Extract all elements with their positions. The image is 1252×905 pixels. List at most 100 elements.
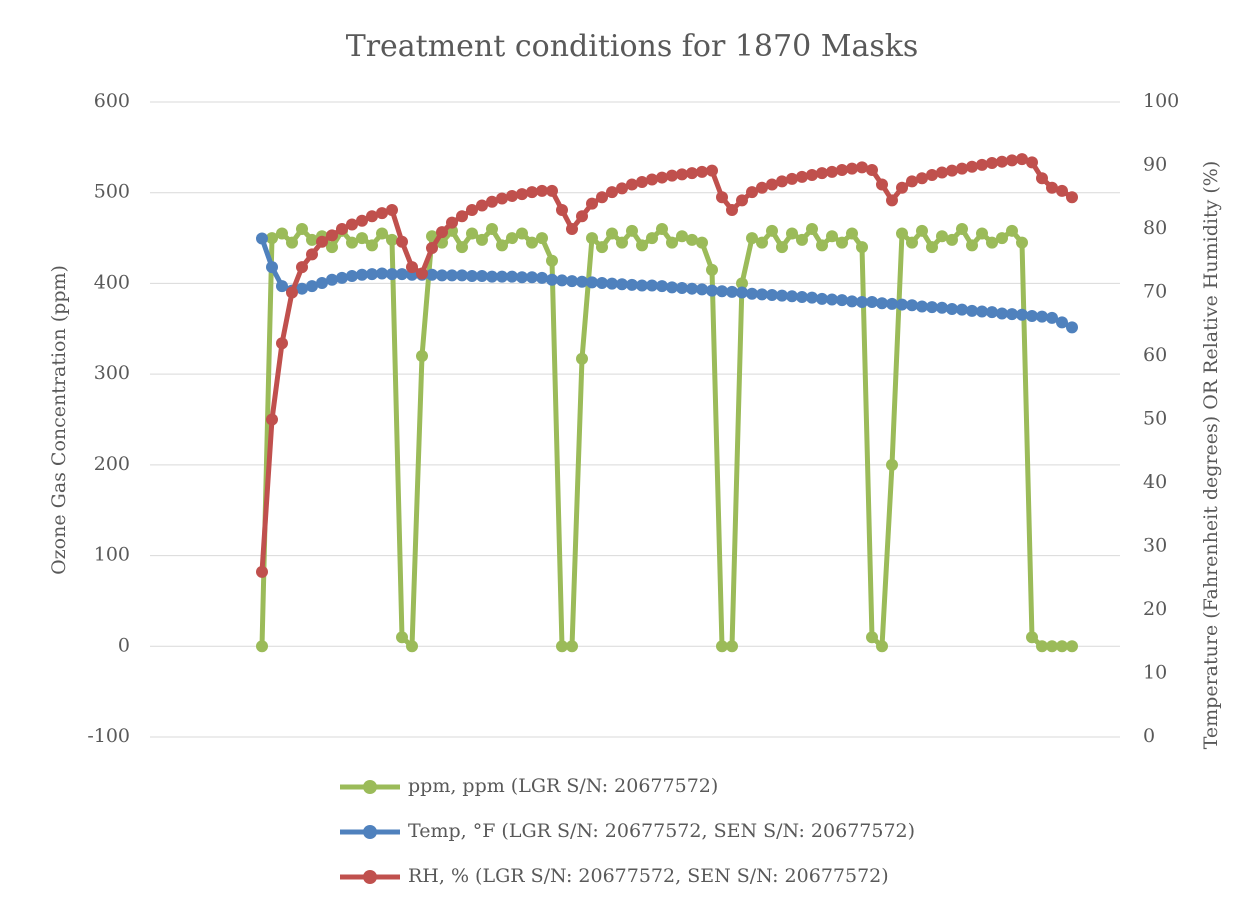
data-point xyxy=(886,194,898,207)
data-point xyxy=(1006,154,1018,167)
data-point xyxy=(846,227,858,240)
data-point xyxy=(376,227,388,240)
data-point xyxy=(946,303,958,316)
data-point xyxy=(296,282,308,295)
data-point xyxy=(766,178,778,191)
data-point xyxy=(686,233,698,246)
data-point xyxy=(786,227,798,240)
data-point xyxy=(296,261,308,274)
y-axis-label: Ozone Gas Concentration (ppm) xyxy=(48,265,70,575)
data-point xyxy=(1066,321,1078,334)
data-point xyxy=(836,294,848,307)
data-point xyxy=(826,293,838,306)
data-point xyxy=(746,186,758,199)
data-point xyxy=(796,170,808,183)
data-point xyxy=(796,233,808,246)
data-point xyxy=(746,287,758,300)
data-point xyxy=(596,276,608,289)
data-point xyxy=(626,278,638,291)
y2-tick-label: 50 xyxy=(1143,408,1167,430)
data-point xyxy=(796,290,808,303)
data-point xyxy=(816,239,828,252)
data-point xyxy=(986,306,998,319)
data-point xyxy=(816,167,828,180)
y-tick-label: 400 xyxy=(94,271,130,293)
data-point xyxy=(546,273,558,286)
data-point xyxy=(1046,311,1058,324)
data-point xyxy=(976,227,988,240)
data-point xyxy=(466,227,478,240)
data-point xyxy=(1026,631,1038,644)
y-tick-label: -100 xyxy=(87,725,130,747)
legend-label: ppm, ppm (LGR S/N: 20677572) xyxy=(408,775,718,797)
data-point xyxy=(716,191,728,204)
data-point xyxy=(666,281,678,294)
y2-tick-label: 20 xyxy=(1143,598,1167,620)
legend-label: RH, % (LGR S/N: 20677572, SEN S/N: 20677… xyxy=(408,865,889,887)
data-point xyxy=(366,210,378,223)
data-point xyxy=(636,279,648,292)
data-point xyxy=(446,216,458,229)
data-point xyxy=(326,273,338,286)
data-point xyxy=(956,162,968,175)
data-point xyxy=(406,261,418,274)
data-point xyxy=(996,232,1008,245)
data-point xyxy=(806,291,818,304)
y-tick-label: 100 xyxy=(94,544,130,566)
data-point xyxy=(956,303,968,316)
data-point xyxy=(256,640,268,653)
data-point xyxy=(586,197,598,210)
data-point xyxy=(926,241,938,254)
legend-marker xyxy=(363,780,377,794)
data-point xyxy=(1036,310,1048,323)
data-point xyxy=(856,296,868,309)
data-point xyxy=(606,227,618,240)
data-point xyxy=(696,283,708,296)
data-point xyxy=(466,203,478,216)
data-point xyxy=(906,175,918,188)
data-point xyxy=(306,233,318,246)
data-point xyxy=(596,191,608,204)
data-point xyxy=(1016,153,1028,166)
data-point xyxy=(866,296,878,309)
data-point xyxy=(966,304,978,317)
data-point xyxy=(876,297,888,310)
data-point xyxy=(856,161,868,174)
data-point xyxy=(476,199,488,212)
data-point xyxy=(726,640,738,653)
data-point xyxy=(906,299,918,312)
data-point xyxy=(936,166,948,179)
data-point xyxy=(566,275,578,288)
data-point xyxy=(356,268,368,281)
data-point xyxy=(556,640,568,653)
data-point xyxy=(1066,640,1078,653)
data-point xyxy=(826,230,838,243)
data-point xyxy=(456,241,468,254)
data-point xyxy=(656,223,668,235)
data-point xyxy=(1036,172,1048,185)
data-point xyxy=(866,631,878,644)
data-point xyxy=(356,232,368,245)
data-point xyxy=(266,232,278,245)
data-point xyxy=(456,269,468,282)
data-point xyxy=(1026,156,1038,169)
data-point xyxy=(476,233,488,246)
data-point xyxy=(516,188,528,201)
data-point xyxy=(736,194,748,207)
data-point xyxy=(706,284,718,297)
data-point xyxy=(346,269,358,282)
data-point xyxy=(496,270,508,283)
data-point xyxy=(706,164,718,177)
data-point xyxy=(686,167,698,180)
data-point xyxy=(716,285,728,298)
data-point xyxy=(806,169,818,182)
data-point xyxy=(636,239,648,252)
data-point xyxy=(656,171,668,184)
data-point xyxy=(976,158,988,171)
data-point xyxy=(366,239,378,252)
data-point xyxy=(346,236,358,249)
y2-tick-label: 70 xyxy=(1143,281,1167,303)
y2-tick-label: 40 xyxy=(1143,471,1167,493)
data-point xyxy=(436,226,448,239)
data-point xyxy=(1026,309,1038,322)
